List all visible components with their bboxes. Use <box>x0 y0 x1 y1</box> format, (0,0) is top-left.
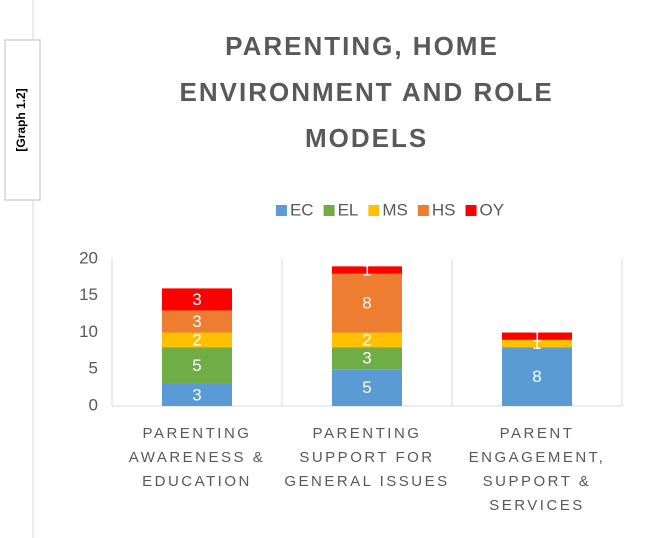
bar-segment <box>332 266 402 274</box>
data-label: 8 <box>532 367 541 386</box>
x-tick-label: PARENTING SUPPORT FOR GENERAL ISSUES <box>284 425 450 490</box>
legend-swatch <box>275 205 287 216</box>
legend-label: OY <box>479 200 504 219</box>
data-label: 3 <box>362 349 371 368</box>
legend-label: HS <box>432 200 456 219</box>
data-label: 3 <box>192 312 201 331</box>
data-label: 3 <box>192 290 201 309</box>
bar-segment <box>332 369 402 406</box>
legend-swatch <box>465 205 477 216</box>
bar-segment <box>162 310 232 333</box>
data-label: 1 <box>362 261 371 280</box>
chart-title: PARENTING, HOME ENVIRONMENT AND ROLE MOD… <box>170 31 553 153</box>
data-label: 5 <box>192 356 201 375</box>
data-label: 5 <box>362 378 371 397</box>
bar-segment <box>332 347 402 370</box>
x-tick-label: PARENT ENGAGEMENT, SUPPORT & SERVICES <box>468 425 606 514</box>
side-box <box>4 39 41 201</box>
legend-label: EL <box>338 200 359 219</box>
legend-swatch <box>417 205 429 216</box>
data-label: 2 <box>192 330 201 349</box>
bar-segment <box>502 347 572 406</box>
y-tick-label: 10 <box>79 322 98 341</box>
bar-segment <box>162 383 232 406</box>
data-label: 2 <box>362 330 371 349</box>
y-tick-label: 5 <box>89 359 98 378</box>
bar-segment <box>162 347 232 384</box>
bar-segment <box>162 288 232 311</box>
bar-segment <box>332 273 402 333</box>
y-tick-label: 20 <box>79 248 98 267</box>
data-label: 8 <box>362 294 371 313</box>
x-tick-label: PARENTING AWARENESS & EDUCATION <box>128 425 266 490</box>
legend-label: EC <box>290 200 314 219</box>
legend-swatch <box>368 205 380 216</box>
data-label: 1 <box>532 334 541 353</box>
bar-segment <box>502 332 572 340</box>
side-label: [Graph 1.2] <box>14 88 28 151</box>
y-tick-label: 15 <box>79 285 98 304</box>
legend-swatch <box>323 205 335 216</box>
y-tick-label: 0 <box>89 395 98 414</box>
data-label: 1 <box>532 327 541 346</box>
bar-segment <box>332 332 402 348</box>
bar-segment <box>502 339 572 348</box>
data-label: 3 <box>192 385 201 404</box>
legend-label: MS <box>382 200 408 219</box>
bar-segment <box>162 332 232 348</box>
